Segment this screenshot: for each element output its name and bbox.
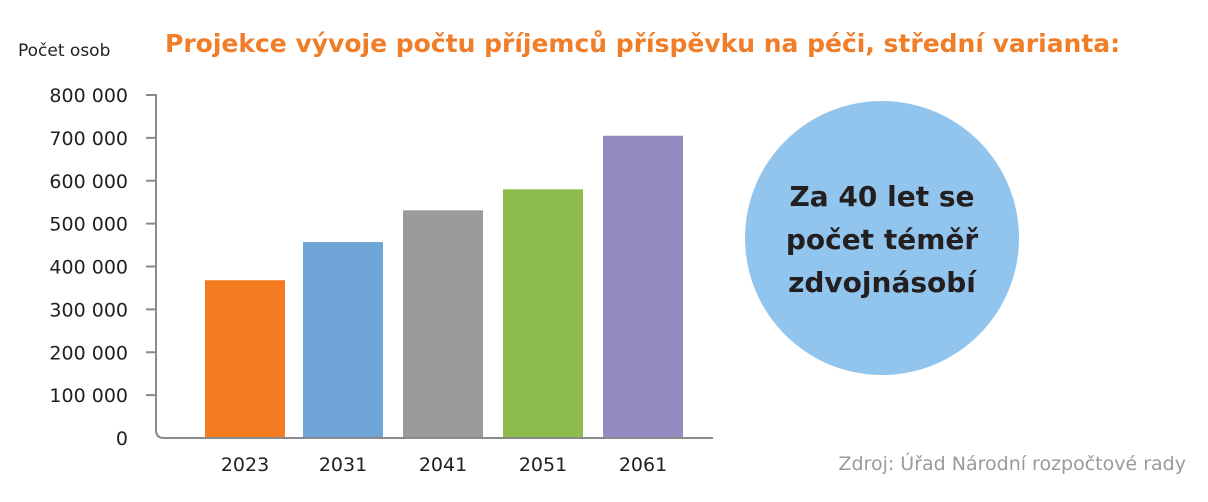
y-tick-label: 600 000	[49, 171, 128, 193]
y-tick-label: 800 000	[49, 85, 128, 107]
bar	[205, 280, 285, 437]
chart-title: Projekce vývoje počtu příjemců příspěvku…	[165, 29, 1120, 58]
bar	[503, 189, 583, 437]
bar	[603, 135, 683, 437]
y-tick-label: 300 000	[49, 299, 128, 321]
y-tick-label: 400 000	[49, 257, 128, 279]
y-axis-ticks: 0 100 000 200 000 300 000 400 000 500 000 600 …	[49, 85, 156, 450]
axis-line	[155, 94, 713, 439]
y-tick-label: 200 000	[49, 342, 128, 364]
x-axis-ticks: 2023 2031 2041 2051 2061	[221, 454, 667, 476]
y-tick-label: 500 000	[49, 214, 128, 236]
bars	[205, 135, 683, 437]
callout-circle	[745, 101, 1019, 375]
y-tick-label: 100 000	[49, 385, 128, 407]
callout-line: Za 40 let se	[789, 180, 974, 213]
y-tick-label: 700 000	[49, 128, 128, 150]
callout-line: počet téměř	[786, 223, 979, 256]
x-tick-label: 2051	[519, 454, 567, 476]
source-note: Zdroj: Úřad Národní rozpočtové rady	[838, 451, 1186, 475]
callout-line: zdvojnásobí	[788, 266, 977, 299]
y-tick-label: 0	[116, 428, 128, 450]
bar	[303, 242, 383, 437]
x-tick-label: 2023	[221, 454, 269, 476]
x-tick-label: 2061	[619, 454, 667, 476]
y-axis-label: Počet osob	[18, 41, 110, 61]
callout-text: Za 40 let se počet téměř zdvojnásobí	[786, 180, 979, 299]
x-tick-label: 2031	[319, 454, 367, 476]
x-tick-label: 2041	[419, 454, 467, 476]
bar	[403, 210, 483, 437]
